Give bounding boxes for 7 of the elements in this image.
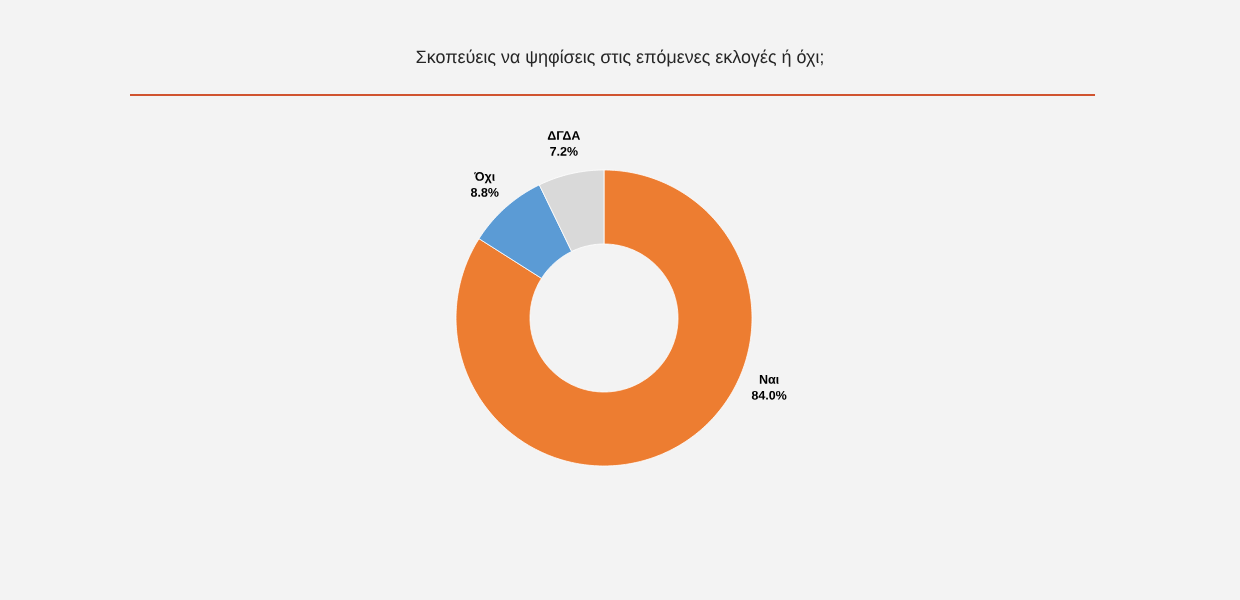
data-label: 8.8%	[470, 187, 499, 197]
data-label: 7.2%	[550, 146, 578, 156]
chart-title: Σκοπεύεις να ψηφίσεις στις επόμενες εκλογές ή όχι;	[416, 49, 823, 67]
slice-label: Ναι	[759, 375, 779, 384]
slice-label: ΔΓΔΑ	[547, 131, 581, 140]
data-label: 84.0%	[751, 390, 787, 400]
slice-label: Όχι	[474, 172, 495, 184]
